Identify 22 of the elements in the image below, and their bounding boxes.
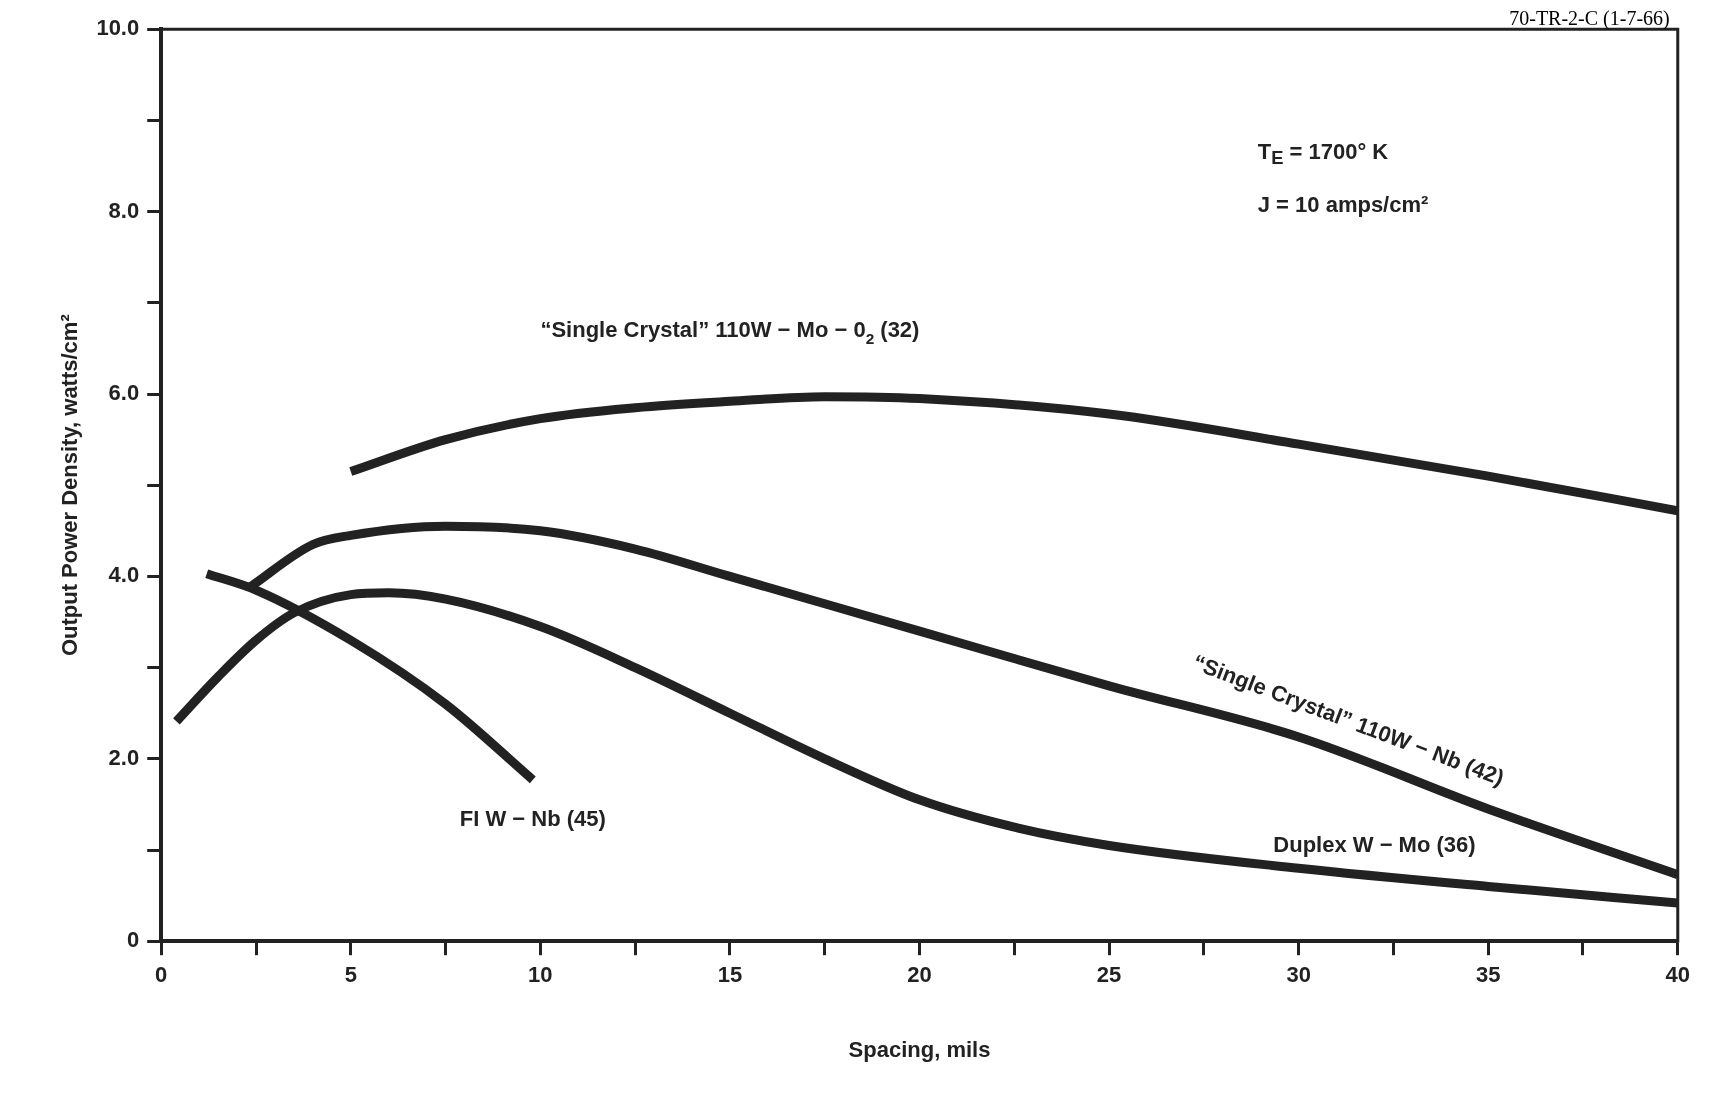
text: 70-TR-2-C (1-7-66) [1509,7,1670,29]
x-tick-label: 35 [1475,962,1501,988]
x-tick-label: 30 [1286,962,1311,988]
y-tick-label: 6.0 [108,380,140,406]
y-tick-label: 8.0 [108,197,140,223]
y-axis-title: Output Power Density, watts/cm² [57,314,83,657]
x-tick-label: 10 [528,962,553,988]
x-tick-label: 40 [1665,962,1691,988]
x-tick-label: 0 [155,962,168,988]
annotation: J = 10 amps/cm² [1257,190,1429,219]
y-tick-label: 2.0 [108,744,140,770]
annotation: T$_{E}$ = 1700° K [1257,138,1390,171]
y-tick-label: 0 [126,927,140,953]
x-tick-label: 15 [717,962,743,988]
y-tick-label: 4.0 [108,562,140,588]
x-axis-title: Spacing, mils [848,1036,991,1062]
series-label: Duplex W − Mo (36) [1273,831,1476,857]
y-tick-label: 10.0 [96,15,140,41]
x-tick-label: 20 [907,962,932,988]
x-tick-label: 25 [1096,962,1122,988]
x-tick-label: 5 [344,962,357,988]
series-label: FI W − Nb (45) [459,805,606,831]
